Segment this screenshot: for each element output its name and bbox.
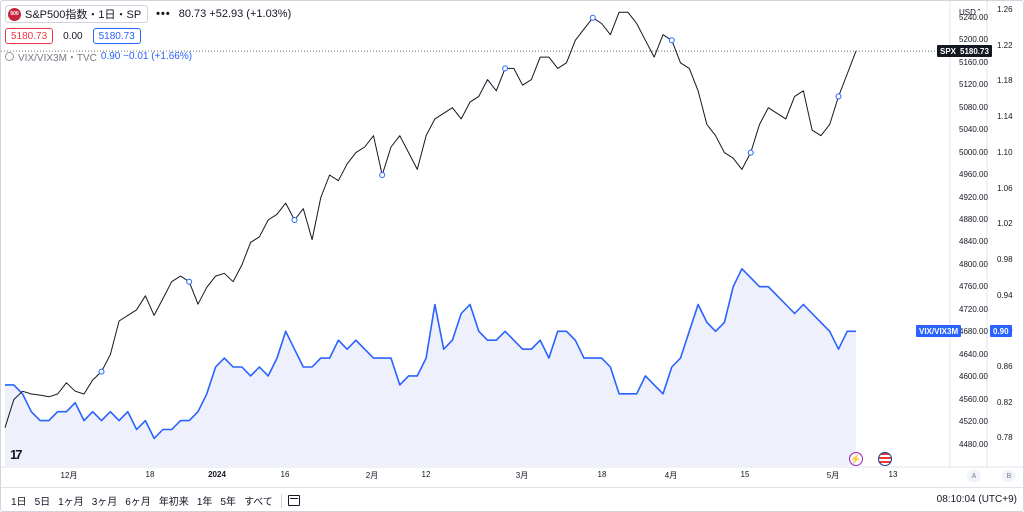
left-tick-label: 4640.00 [959,349,988,359]
left-tick-label: 4800.00 [959,259,988,269]
sell-price-button[interactable]: 5180.73 [5,28,54,44]
tf-ytd[interactable]: 年初来 [158,497,189,508]
left-tick-label: 5160.00 [959,57,988,67]
x-tick-label: 16 [280,470,290,479]
log-scale-button[interactable]: B [1002,470,1016,482]
toolbar-divider [280,493,282,508]
left-tick-label: 5000.00 [959,147,988,157]
left-tick-label: 5200.00 [959,35,988,45]
x-tick-label: 3月 [515,471,529,480]
event-marker[interactable] [835,93,842,100]
left-tick-label: 4680.00 [959,327,988,337]
lightning-icon[interactable]: ⚡ [849,452,863,466]
right-tick-label: 0.82 [997,397,1013,407]
left-tick-label: 5080.00 [959,102,988,112]
left-tick-label: 4480.00 [959,439,988,449]
right-tick-label: 1.22 [997,40,1013,50]
left-tick-label: 5120.00 [959,80,988,90]
x-tick-label: 5月 [826,471,840,480]
tf-5d[interactable]: 5日 [34,497,51,508]
more-icon[interactable]: ••• [156,8,171,20]
event-marker[interactable] [98,368,105,375]
right-tick-label: 1.06 [997,183,1013,193]
spx-line[interactable] [4,11,857,428]
right-tick-label: 0.86 [997,362,1013,371]
vix-area [5,268,856,467]
currency-label[interactable]: USD [959,8,976,17]
symbol-title: S&P500指数・1日・SP [25,9,142,21]
calendar-icon[interactable] [287,495,300,506]
x-tick-label: 12 [421,470,431,479]
timeframe-toolbar: 1日 5日 1ヶ月 3ヶ月 6ヶ月 年初来 1年 5年 すべて 08:10:04… [1,487,1023,511]
tf-1m[interactable]: 1ヶ月 [58,497,84,508]
x-tick-label: 13 [888,470,898,479]
event-marker[interactable] [186,278,193,285]
price-change: 80.73 +52.93 (+1.03%) [178,8,292,20]
tf-1y[interactable]: 1年 [196,497,213,508]
left-tick-label: 4760.00 [959,282,988,292]
event-marker[interactable] [668,37,675,44]
x-tick-label: 2024 [208,470,226,479]
right-tick-label: 0.94 [997,290,1013,300]
x-tick-label: 2月 [365,471,379,480]
visibility-icon[interactable] [5,51,14,61]
tf-all[interactable]: すべて [243,497,273,508]
sp500-logo-icon: 500 [8,7,21,21]
tf-1d[interactable]: 1日 [11,497,27,508]
buy-price-button[interactable]: 5180.73 [92,28,141,44]
right-tick-label: 1.14 [997,112,1013,122]
right-tick-label: 1.18 [997,76,1013,86]
tradingview-logo[interactable]: 17 [10,447,23,462]
left-tick-label: 5240.00 [959,12,988,22]
spread-value: 0.00 [63,30,83,42]
event-marker[interactable] [379,172,386,178]
spx-price-tag: 5180.73 [957,45,992,58]
symbol-box[interactable]: 500 S&P500指数・1日・SP [5,5,149,23]
currency-chevron-icon[interactable]: ⌃ [976,9,982,16]
tf-3m[interactable]: 3ヶ月 [91,497,118,508]
x-tick-label: 12月 [60,471,78,480]
x-tick-label: 18 [597,470,607,479]
left-tick-label: 4600.00 [959,372,988,382]
x-tick-label: 18 [145,470,155,479]
tf-5y[interactable]: 5年 [220,497,236,508]
right-tick-label: 1.26 [997,4,1013,14]
us-flag-icon[interactable] [878,452,892,466]
event-marker[interactable] [589,14,596,21]
left-tick-label: 4840.00 [959,237,988,247]
left-tick-label: 5040.00 [959,125,988,135]
spx-symbol-tag: SPX [937,45,960,58]
event-marker[interactable] [747,149,754,156]
right-tick-label: 1.02 [997,219,1013,229]
clock[interactable]: 08:10:04 (UTC+9) [936,494,1017,505]
left-tick-label: 4880.00 [959,215,988,224]
compare-symbol: VIX/VIX3M・TVC [18,52,97,64]
vix-series [5,267,856,467]
tf-6m[interactable]: 6ヶ月 [125,497,151,508]
event-marker[interactable] [502,65,509,72]
right-tick-label: 0.98 [997,254,1013,264]
plot-area[interactable] [1,1,1024,487]
auto-scale-button[interactable]: A [967,470,981,482]
left-tick-label: 4560.00 [959,394,988,404]
left-tick-label: 4520.00 [959,417,988,427]
compare-value: 0.90 −0.01 (+1.66%) [100,50,193,62]
right-tick-label: 1.10 [997,147,1013,157]
left-tick-label: 4720.00 [959,304,988,314]
vix-symbol-tag: VIX/VIX3M [916,325,962,338]
right-tick-label: 0.78 [997,433,1013,443]
vix-price-tag: 0.90 [990,325,1012,338]
left-tick-label: 4960.00 [959,170,988,179]
legend: 500 S&P500指数・1日・SP ••• 80.73 +52.93 (+1.… [5,5,291,65]
x-tick-label: 15 [740,470,750,479]
event-marker[interactable] [291,217,298,223]
vix-line[interactable] [5,267,856,440]
left-tick-label: 4920.00 [959,192,988,202]
x-tick-label: 4月 [664,471,678,480]
spx-series [1,11,950,428]
